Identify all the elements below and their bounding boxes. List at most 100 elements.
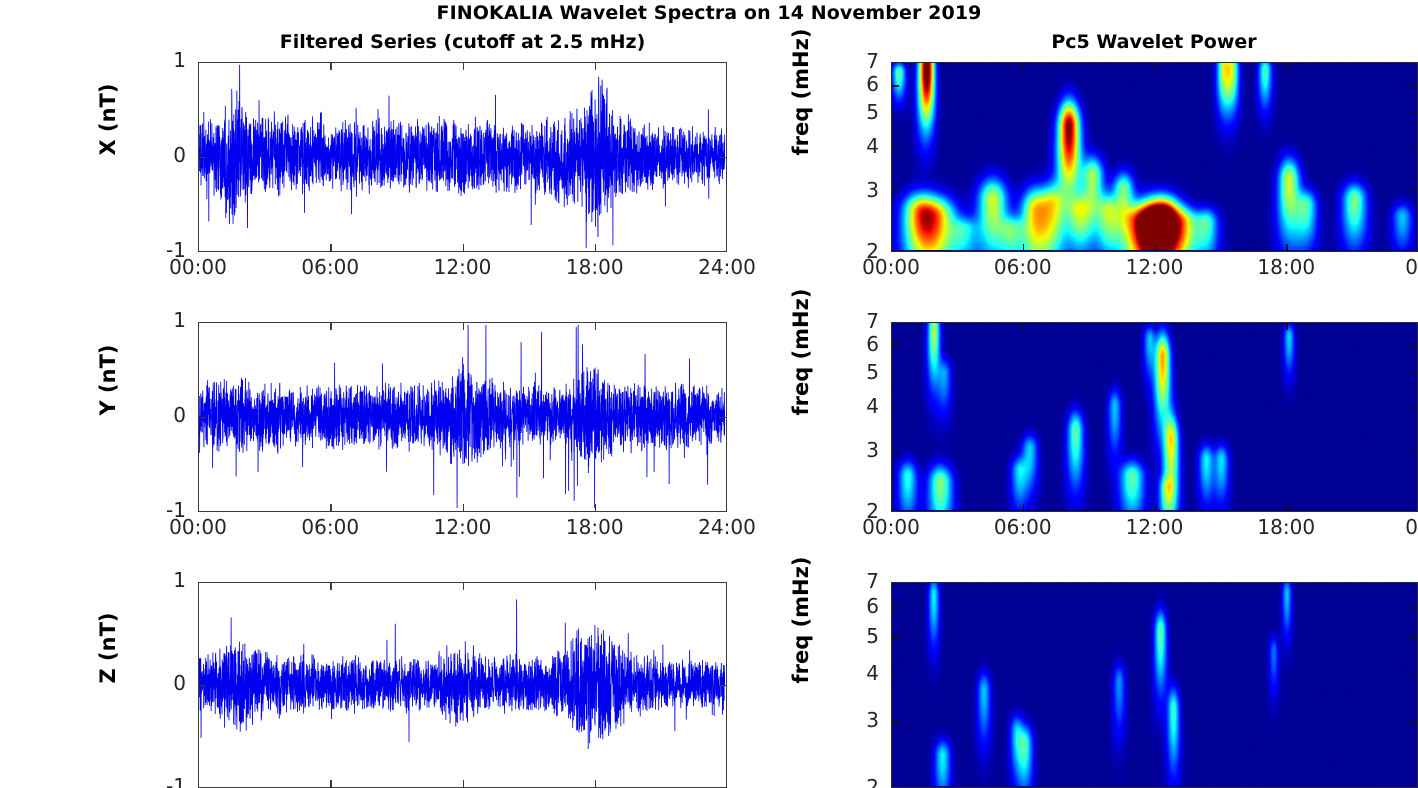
spectrogram-image-X-wavelet-power [892, 63, 1416, 250]
axis-tick-mark [1022, 323, 1025, 331]
axis-tick-mark [462, 583, 464, 591]
axis-tick-mark [462, 243, 464, 251]
ytick-label-Z-wavelet-power-6: 6 [866, 594, 879, 619]
axis-tick-mark [1409, 450, 1417, 452]
ytick-label-X-wavelet-power-6: 6 [866, 72, 879, 97]
spectrogram-image-Z-wavelet-power [892, 583, 1416, 786]
series-trace-X-filtered-series [199, 64, 725, 249]
axis-tick-mark [892, 113, 900, 115]
xtick-label-Y-wavelet-power-1: 06:00 [993, 515, 1052, 539]
axis-tick-mark [1154, 63, 1156, 71]
right-column-title: Pc5 Wavelet Power [1051, 31, 1257, 53]
axis-tick-mark [1409, 113, 1417, 115]
axis-tick-mark [892, 721, 900, 723]
ylabel-Y-wavelet-power: freq (mHz) [789, 288, 813, 416]
axis-tick-mark [892, 450, 900, 452]
ytick-label-Z-filtered-series--1: -1 [166, 774, 186, 788]
axis-tick-mark [1409, 85, 1417, 87]
axis-tick-mark [892, 607, 900, 609]
spectrogram-axes-Z-wavelet-power [891, 582, 1418, 788]
axis-tick-mark [892, 85, 900, 87]
axis-tick-mark [462, 63, 464, 71]
ytick-label-X-wavelet-power-3: 3 [866, 177, 879, 202]
axis-tick-mark [1409, 406, 1417, 409]
xtick-label-X-filtered-series-1: 06:00 [301, 255, 360, 279]
ytick-label-Y-wavelet-power-2: 2 [866, 499, 879, 523]
ytick-label-Y-wavelet-power-3: 3 [866, 437, 879, 462]
xtick-label-Y-filtered-series-0: 00:00 [169, 515, 227, 539]
series-axes-X-filtered-series [198, 62, 727, 252]
xtick-label-X-wavelet-power-3: 18:00 [1257, 255, 1316, 279]
axis-tick-mark [1409, 721, 1417, 723]
ylabel-X-wavelet-power: freq (mHz) [789, 28, 813, 156]
axis-tick-mark [1286, 323, 1288, 331]
xtick-label-X-wavelet-power-2: 12:00 [1125, 255, 1184, 279]
ytick-label-Z-filtered-series-1: 1 [173, 568, 186, 592]
axis-tick-mark [594, 323, 597, 331]
series-trace-Z-filtered-series [199, 599, 725, 750]
ytick-label-Y-filtered-series--1: -1 [166, 498, 186, 522]
ytick-label-Y-wavelet-power-7: 7 [866, 309, 879, 333]
ytick-label-Y-wavelet-power-4: 4 [866, 393, 879, 418]
axis-tick-mark [594, 583, 597, 591]
ytick-label-X-filtered-series--1: -1 [166, 238, 186, 262]
axis-tick-mark [718, 157, 726, 159]
ytick-label-Z-wavelet-power-5: 5 [866, 624, 879, 649]
series-axes-Y-filtered-series [198, 322, 727, 512]
axis-tick-mark [892, 674, 900, 676]
xtick-label-Y-wavelet-power-3: 18:00 [1257, 515, 1316, 539]
xtick-label-X-wavelet-power-1: 06:00 [993, 255, 1052, 279]
ytick-label-Y-wavelet-power-6: 6 [866, 332, 879, 357]
axis-tick-mark [892, 146, 900, 149]
spectrogram-axes-Y-wavelet-power [891, 322, 1418, 512]
xtick-label-Y-filtered-series-2: 12:00 [433, 515, 492, 539]
xtick-label-Y-wavelet-power-4: 00 [1405, 515, 1418, 539]
axis-tick-mark [892, 637, 900, 639]
axis-tick-mark [594, 63, 597, 71]
xtick-label-Y-filtered-series-1: 06:00 [301, 515, 360, 539]
axis-tick-mark [1022, 63, 1025, 71]
ylabel-X-filtered-series: X (nT) [96, 83, 120, 156]
axis-tick-mark [330, 503, 332, 511]
axis-tick-mark [594, 503, 597, 511]
axis-tick-mark [462, 779, 464, 787]
axis-tick-mark [330, 583, 332, 591]
xtick-label-X-wavelet-power-4: 00 [1405, 255, 1418, 279]
axis-tick-mark [1409, 146, 1417, 149]
axis-tick-mark [199, 685, 207, 687]
ytick-label-Z-wavelet-power-4: 4 [866, 661, 879, 686]
ytick-label-X-filtered-series-1: 1 [173, 48, 186, 72]
xtick-label-Y-filtered-series-3: 18:00 [565, 515, 624, 539]
axis-tick-mark [594, 779, 597, 787]
axis-tick-mark [718, 417, 726, 419]
axis-tick-mark [1154, 243, 1156, 251]
ytick-label-X-wavelet-power-2: 2 [866, 239, 879, 263]
xtick-label-Y-wavelet-power-0: 00:00 [862, 515, 920, 539]
axis-tick-mark [1154, 323, 1156, 331]
xtick-label-X-filtered-series-2: 12:00 [433, 255, 492, 279]
ytick-label-X-wavelet-power-5: 5 [866, 100, 879, 125]
axis-tick-mark [199, 417, 207, 419]
xtick-label-Y-wavelet-power-2: 12:00 [1125, 515, 1184, 539]
axis-tick-mark [1154, 503, 1156, 511]
ytick-label-X-wavelet-power-4: 4 [866, 133, 879, 158]
axis-tick-mark [1409, 190, 1417, 192]
axis-tick-mark [594, 243, 597, 251]
axis-tick-mark [330, 323, 332, 331]
xtick-label-X-wavelet-power-0: 00:00 [862, 255, 920, 279]
ytick-label-X-filtered-series-0: 0 [173, 143, 186, 167]
axis-tick-mark [892, 345, 900, 347]
axis-tick-mark [892, 406, 900, 409]
axis-tick-mark [462, 323, 464, 331]
axis-tick-mark [330, 779, 332, 787]
ytick-label-Z-wavelet-power-2: 2 [866, 775, 879, 788]
ytick-label-Y-filtered-series-0: 0 [173, 403, 186, 427]
xtick-label-X-filtered-series-3: 18:00 [565, 255, 624, 279]
ylabel-Z-wavelet-power: freq (mHz) [789, 556, 813, 684]
ytick-label-Y-filtered-series-1: 1 [173, 308, 186, 332]
ytick-label-Y-wavelet-power-5: 5 [866, 360, 879, 385]
spectrogram-axes-X-wavelet-power [891, 62, 1418, 252]
ylabel-Y-filtered-series: Y (nT) [96, 344, 120, 416]
figure-suptitle: FINOKALIA Wavelet Spectra on 14 November… [436, 2, 982, 24]
